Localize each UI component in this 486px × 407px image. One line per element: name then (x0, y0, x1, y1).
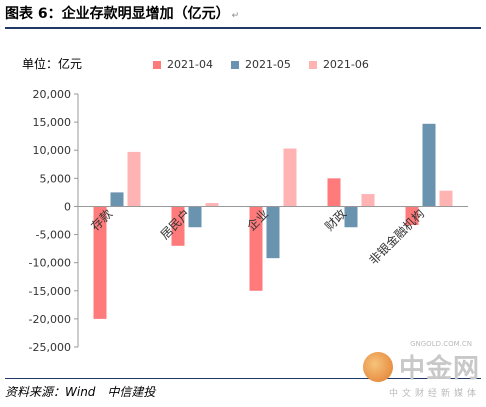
legend-label-2: 2021-06 (322, 58, 369, 71)
x-category-label: 存款 (88, 207, 115, 234)
legend-swatch-0 (153, 60, 161, 69)
legend-label-0: 2021-04 (167, 58, 213, 71)
paragraph-mark-icon: ↵ (231, 11, 240, 21)
bar-2021-05-居民户 (188, 206, 202, 228)
y-tick-label: -10,000 (29, 257, 71, 270)
bar-2021-06-存款 (127, 151, 141, 207)
y-tick-label: -15,000 (29, 285, 71, 298)
bar-2021-04-财政 (327, 178, 341, 207)
y-tick-label: 10,000 (33, 144, 72, 157)
y-tick-label: 20,000 (33, 88, 72, 101)
watermark: GNGOLD.COM.CN 中金网 中文财经新媒体 (362, 340, 480, 399)
watermark-sub: 中文财经新媒体 (388, 389, 480, 399)
bar-2021-04-非银金融机构 (405, 206, 419, 225)
y-tick-label: 15,000 (33, 116, 72, 129)
bar-2021-04-居民户 (171, 206, 185, 246)
title-divider (5, 27, 481, 29)
bar-2021-05-存款 (110, 192, 124, 207)
bar-2021-06-居民户 (205, 203, 219, 207)
bar-2021-04-存款 (93, 206, 107, 319)
bar-2021-05-企业 (266, 206, 280, 259)
chart-legend: 2021-04 2021-05 2021-06 (153, 58, 369, 71)
legend-item-2: 2021-06 (308, 58, 369, 71)
bar-2021-06-财政 (361, 194, 375, 207)
y-tick-label: -25,000 (29, 341, 71, 354)
y-tick-label: -5,000 (36, 229, 71, 242)
watermark-url: GNGOLD.COM.CN (410, 340, 472, 348)
chart-title-text: 图表 6：企业存款明显增加（亿元） (5, 6, 230, 22)
y-tick-label: 0 (64, 200, 71, 213)
unit-label: 单位：亿元 (22, 57, 83, 71)
bar-2021-05-非银金融机构 (422, 123, 436, 207)
bar-2021-04-企业 (249, 206, 263, 291)
source-note: 资料来源：Wind 中信建投 (5, 385, 156, 399)
y-tick-label: 5,000 (40, 172, 72, 185)
legend-swatch-1 (230, 60, 239, 69)
x-category-label: 非银金融机构 (366, 206, 428, 268)
legend-label-1: 2021-05 (244, 58, 291, 71)
legend-item-0: 2021-04 (153, 58, 213, 71)
watermark-main: 中金网 (398, 354, 480, 384)
legend-swatch-2 (308, 60, 317, 69)
footer-divider (5, 378, 481, 379)
watermark-logo-icon (362, 351, 393, 382)
legend-item-1: 2021-05 (230, 58, 291, 71)
bar-2021-05-财政 (344, 206, 358, 228)
chart-title: 图表 6：企业存款明显增加（亿元） ↵ (5, 3, 239, 23)
y-tick-label: -20,000 (29, 313, 71, 326)
watermark-row: 中金网 (362, 348, 480, 385)
bar-2021-06-非银金融机构 (439, 190, 453, 207)
bar-2021-06-企业 (283, 148, 297, 207)
